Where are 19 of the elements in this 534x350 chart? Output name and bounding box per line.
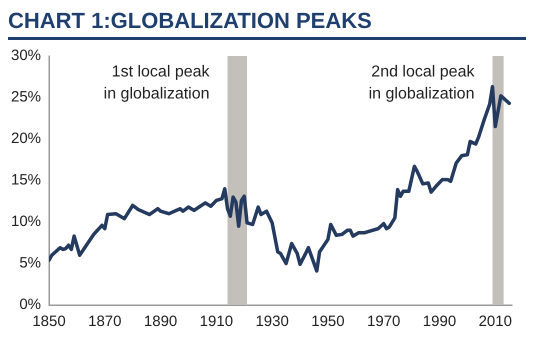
y-tick-label: 15% xyxy=(10,172,42,189)
y-tick-label: 10% xyxy=(10,213,42,230)
x-tick-label: 2010 xyxy=(478,313,512,330)
x-tick-label: 1850 xyxy=(32,313,66,330)
x-tick-label: 1870 xyxy=(88,313,122,330)
x-tick-label: 1970 xyxy=(367,313,400,330)
y-tick-label: 30% xyxy=(10,47,42,64)
y-tick-label: 25% xyxy=(10,88,42,106)
x-tick-label: 1910 xyxy=(200,313,234,330)
x-tick-label: 1990 xyxy=(422,313,456,330)
chart-title: CHART 1:GLOBALIZATION PEAKS xyxy=(8,8,526,40)
x-tick-label: 1930 xyxy=(255,313,289,330)
y-tick-label: 20% xyxy=(10,130,42,148)
y-tick-label: 5% xyxy=(19,254,42,272)
band-label: 1st local peak in globalization xyxy=(104,63,211,102)
band-label: 2nd local peak in globalization xyxy=(368,63,476,102)
y-tick-label: 0% xyxy=(19,296,42,314)
x-tick-label: 1890 xyxy=(144,313,178,330)
x-tick-label: 1950 xyxy=(311,313,345,330)
